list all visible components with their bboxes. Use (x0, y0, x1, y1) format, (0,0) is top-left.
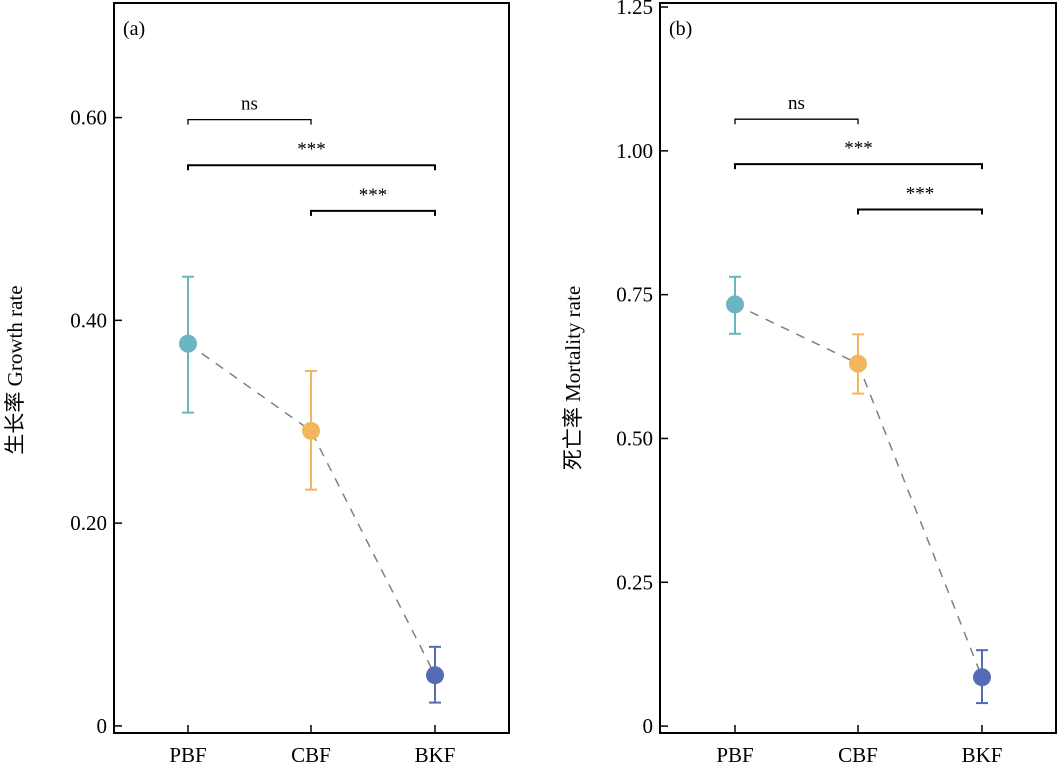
y-tick-label: 1.00 (616, 139, 653, 163)
panel-label: (b) (669, 18, 692, 40)
significance-bracket (734, 118, 859, 125)
x-tick-label-cbf: CBF (291, 743, 331, 765)
panel-b: (b) 0 0.25 0.50 0.75 1.00 1.25 PBF CBF BKF 死亡率 Mor… (561, 0, 1057, 765)
significance-bracket (187, 164, 436, 171)
x-tick-label-bkf: BKF (962, 743, 1003, 765)
significance-label: *** (359, 185, 388, 206)
significance-bracket (187, 118, 312, 125)
x-tick-label-pbf: PBF (169, 743, 206, 765)
significance-label: ns (241, 94, 258, 115)
y-tick-label: 0.75 (616, 283, 653, 307)
y-tick-label: 1.25 (616, 0, 653, 19)
data-point-cbf (849, 354, 867, 373)
significance-label: *** (844, 138, 873, 159)
panel-a: (a) 0 0.20 0.40 0.60 PBF CBF BKF 生长率 Growth rate… (3, 2, 510, 765)
panel-label: (a) (123, 18, 145, 40)
y-tick-label: 0.50 (616, 426, 653, 450)
significance-label: *** (906, 184, 935, 205)
x-tick-label-cbf: CBF (838, 743, 878, 765)
data-point-pbf (179, 334, 197, 353)
data-point-bkf (426, 666, 444, 685)
x-tick-label-bkf: BKF (415, 743, 456, 765)
data-point-cbf (302, 421, 320, 440)
y-tick-label: 0.20 (70, 511, 107, 535)
y-axis-title: 生长率 Growth rate (3, 285, 27, 454)
y-tick-label: 0.40 (70, 308, 107, 332)
y-tick-label: 0 (643, 714, 654, 738)
data-point-bkf (973, 668, 991, 687)
y-tick-label: 0 (97, 714, 108, 738)
data-point-pbf (726, 295, 744, 314)
significance-bracket (310, 209, 436, 216)
significance-label: ns (788, 93, 805, 114)
y-tick-label: 0.25 (616, 570, 653, 594)
significance-label: *** (297, 139, 326, 160)
y-axis-title: 死亡率 Mortality rate (561, 286, 585, 470)
significance-bracket (857, 208, 983, 215)
significance-bracket (734, 163, 983, 170)
x-tick-label-pbf: PBF (716, 743, 753, 765)
plot-frame (113, 2, 510, 734)
y-tick-label: 0.60 (70, 106, 107, 130)
